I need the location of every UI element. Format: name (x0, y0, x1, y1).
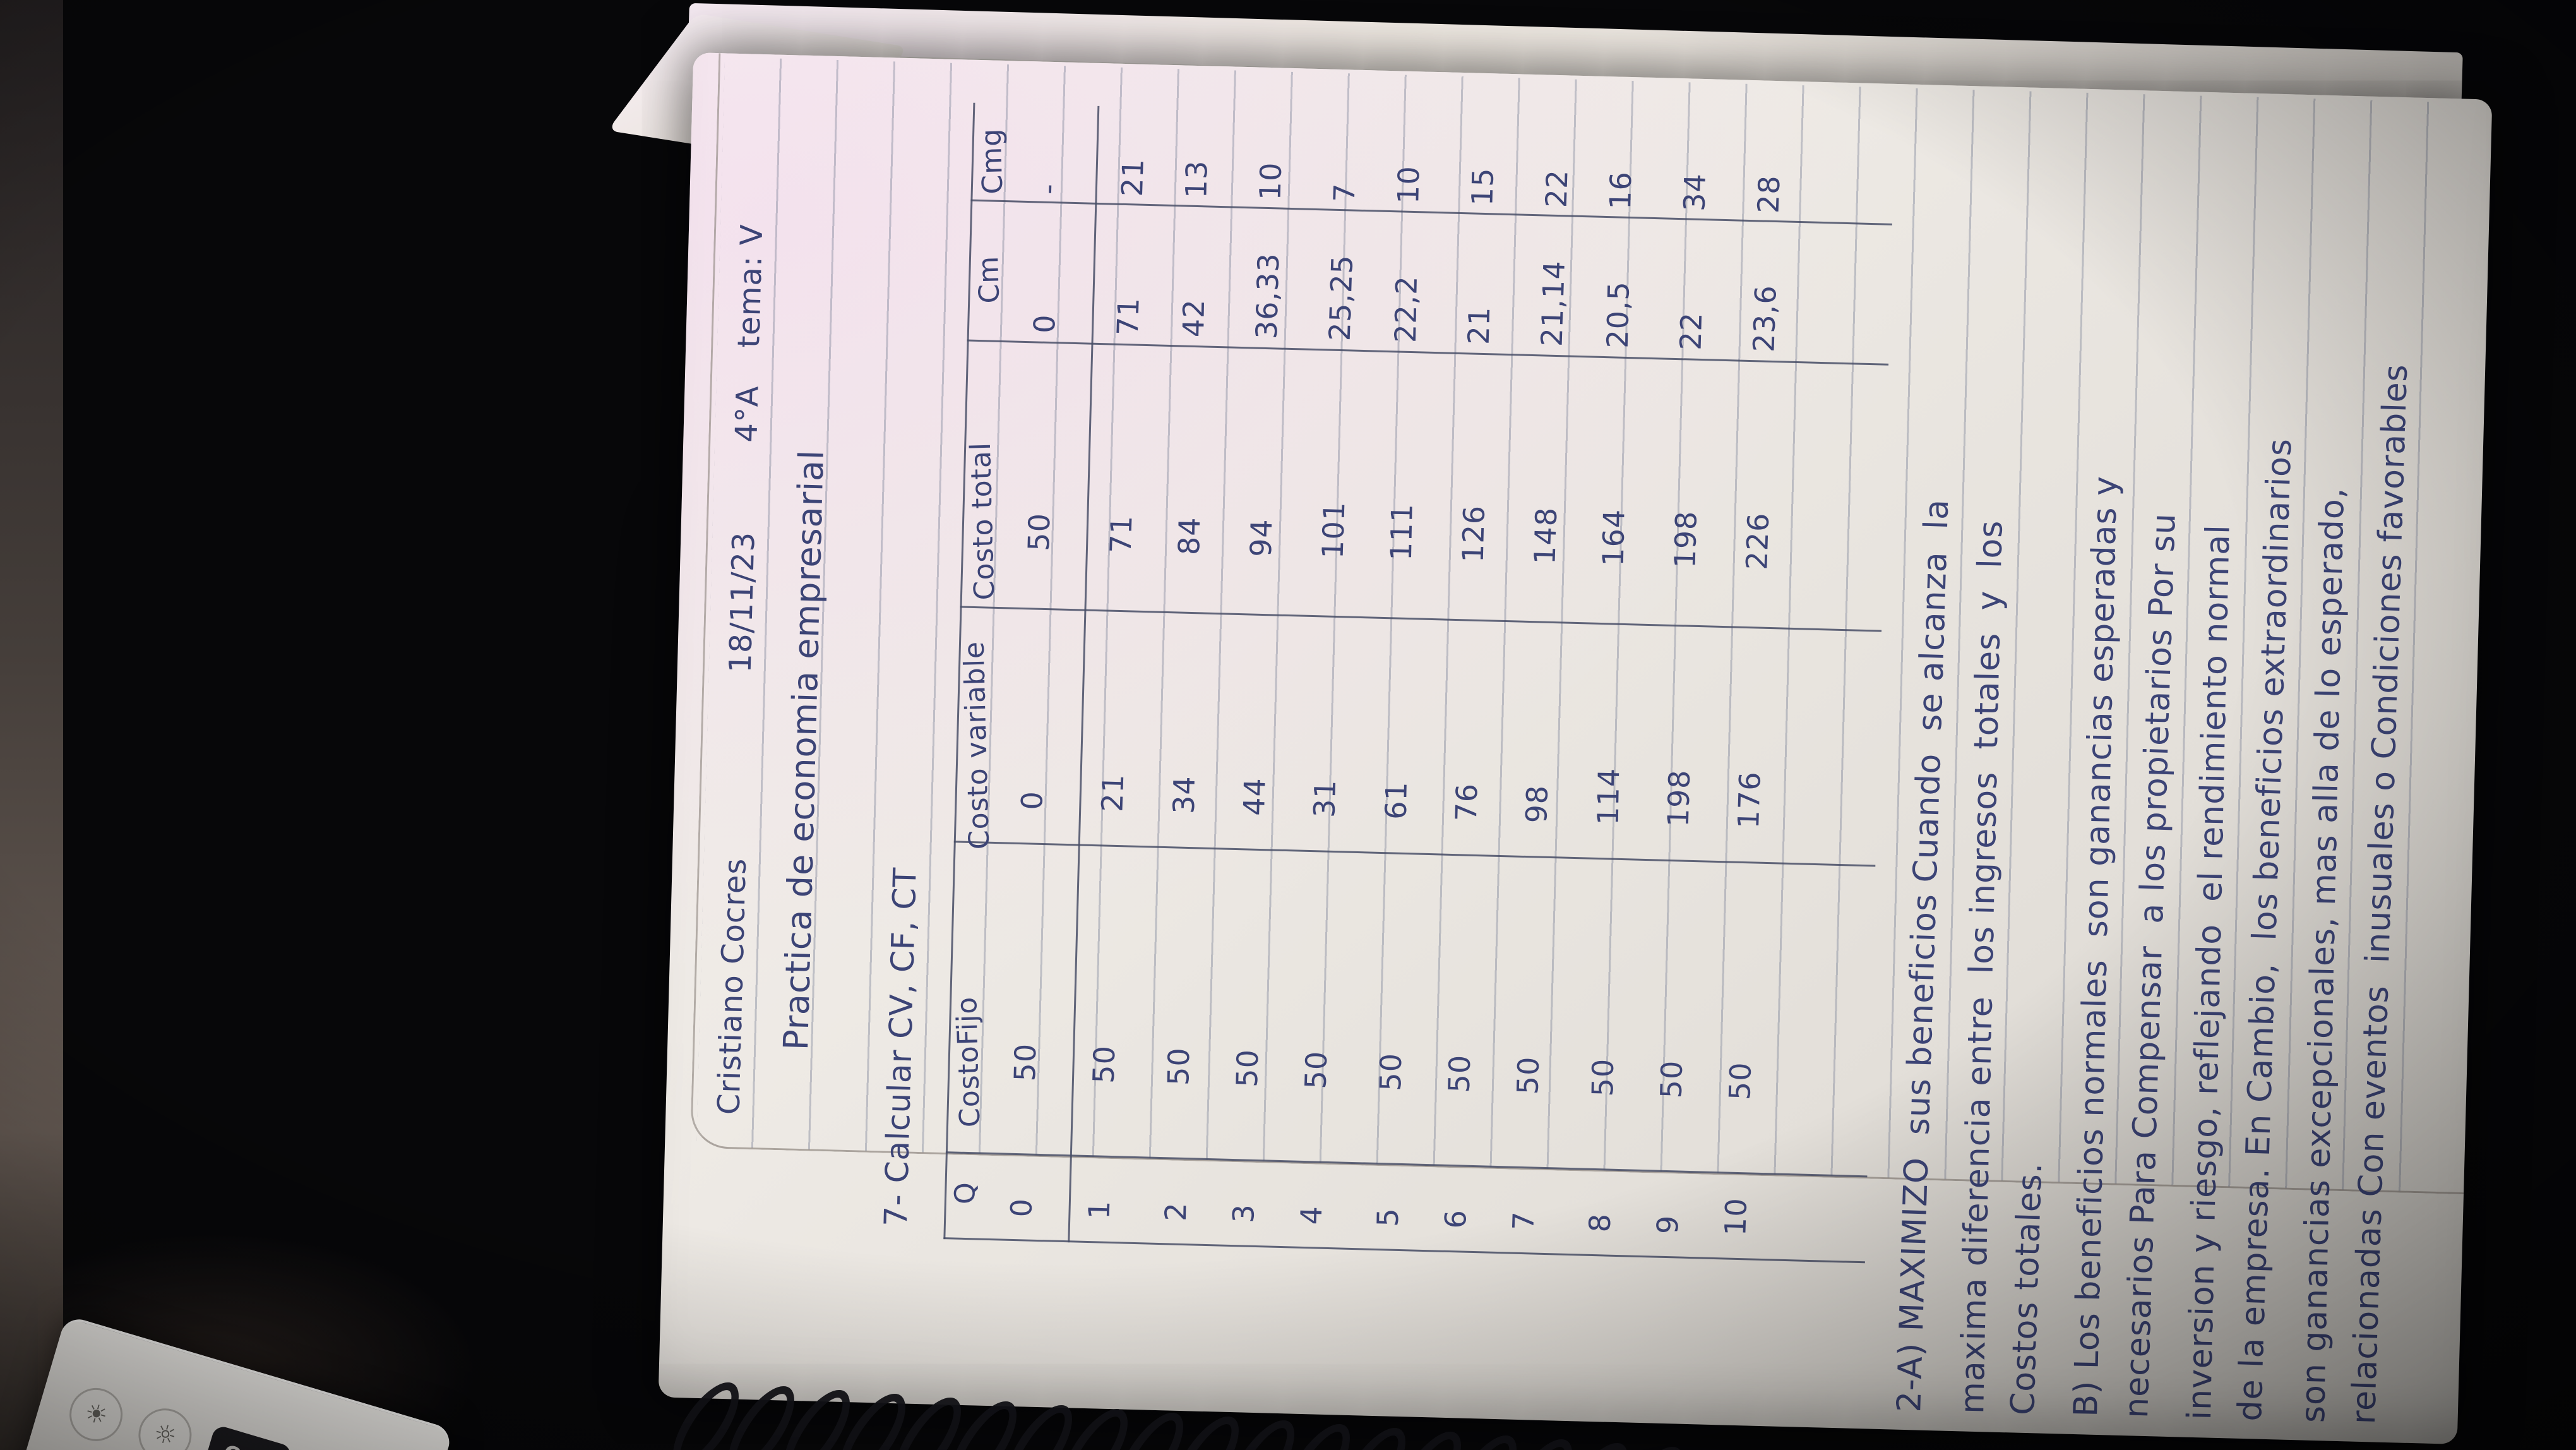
col-header-cm: Cm (972, 255, 1006, 304)
col-header-cmg: Cmg (975, 128, 1010, 195)
col-header-costo-total: Costo total (964, 441, 1001, 601)
topic: tema: V (731, 224, 770, 349)
brightness-up-icon: ☀ (81, 1397, 111, 1432)
brightness-down-button[interactable]: ☼ (132, 1402, 198, 1450)
col-header-q: Q (948, 1181, 982, 1205)
col-header-costo-variable: Costo variable (958, 640, 996, 850)
notebook-page: Cristiano Cocres 18/11/23 4°A tema: V Pr… (658, 52, 2493, 1444)
answers-block: 2-A) MAXIMIZO sus beneficios Cuando se a… (1885, 95, 2430, 1425)
brightness-down-icon: ☼ (150, 1418, 181, 1450)
off-button-label: OFF (220, 1441, 275, 1450)
col-header-costofijo: CostoFijo (950, 996, 987, 1128)
table-edge-surface (0, 0, 63, 1450)
student-name: Cristiano Cocres (711, 857, 753, 1115)
brightness-up-button[interactable]: ☀ (63, 1381, 129, 1448)
date: 18/11/23 (722, 531, 762, 674)
off-button[interactable]: OFF (201, 1424, 294, 1450)
grade: 4°A (729, 385, 766, 443)
